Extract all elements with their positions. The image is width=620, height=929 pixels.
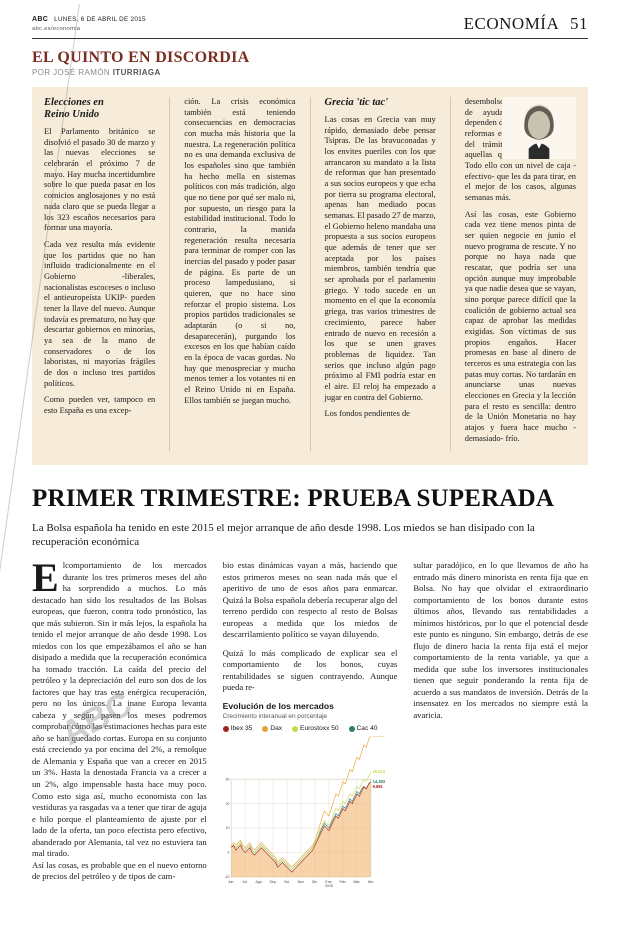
svg-text:Ene.: Ene. xyxy=(325,880,332,884)
newspaper-page: ABC LUNES, 6 DE ABRIL DE 2015 abc.es/eco… xyxy=(0,0,620,846)
svg-text:25.828: 25.828 xyxy=(372,736,385,737)
main-lede: La Bolsa española ha tenido en este 2015… xyxy=(32,521,588,551)
svg-text:20: 20 xyxy=(225,802,229,806)
chart-svg-wrap: -10 0 10 20 30 Jun. Jul. Ago. Sep. Oct. Nov. Dic. En… xyxy=(223,736,398,929)
svg-text:Jul.: Jul. xyxy=(242,880,247,884)
chart-legend: Ibex 35 Dax Eurostoxx 50 Cac 40 xyxy=(223,725,398,734)
svg-text:Dic.: Dic. xyxy=(312,880,318,884)
masthead-right: ECONOMÍA 51 xyxy=(464,14,588,34)
eurostoxx-dot-icon xyxy=(292,726,298,732)
svg-text:16.613: 16.613 xyxy=(372,769,385,774)
masthead-date: LUNES, 6 DE ABRIL DE 2015 xyxy=(54,16,146,23)
page-number: 51 xyxy=(570,14,588,33)
svg-text:Nov.: Nov. xyxy=(297,880,304,884)
svg-text:Oct.: Oct. xyxy=(284,880,290,884)
chart-title: Evolución de los mercados xyxy=(223,701,398,713)
svg-text:Jun.: Jun. xyxy=(228,880,235,884)
market-chart: Evolución de los mercados Crecimiento in… xyxy=(223,701,398,929)
box1-byline: POR JOSÉ RAMÓN ITURRIAGA xyxy=(32,68,588,77)
svg-text:30: 30 xyxy=(225,777,229,781)
ibex-dot-icon xyxy=(223,726,229,732)
chart-svg[interactable]: -10 0 10 20 30 Jun. Jul. Ago. Sep. Oct. Nov. Dic. En… xyxy=(223,736,398,926)
svg-text:14.383: 14.383 xyxy=(372,779,385,784)
masthead: ABC LUNES, 6 DE ABRIL DE 2015 abc.es/eco… xyxy=(32,0,588,39)
drop-cap: E xyxy=(32,560,63,594)
svg-text:10: 10 xyxy=(225,826,229,830)
svg-text:2015: 2015 xyxy=(325,884,333,888)
abc-logo: ABC xyxy=(32,16,48,23)
svg-text:Abr.: Abr. xyxy=(367,880,373,884)
svg-text:Sep.: Sep. xyxy=(269,880,276,884)
author-portrait-svg xyxy=(502,97,576,159)
box1-title: EL QUINTO EN DISCORDIA xyxy=(32,49,588,67)
svg-text:Feb.: Feb. xyxy=(339,880,346,884)
masthead-sub: abc.es/economia xyxy=(32,25,146,34)
legend-cac[interactable]: Cac 40 xyxy=(349,725,378,734)
svg-text:Ago.: Ago. xyxy=(255,880,262,884)
masthead-left: ABC LUNES, 6 DE ABRIL DE 2015 abc.es/eco… xyxy=(32,15,146,34)
svg-text:-10: -10 xyxy=(224,875,229,879)
svg-text:0: 0 xyxy=(227,850,229,854)
main-headline: PRIMER TRIMESTRE: PRUEBA SUPERADA xyxy=(32,485,588,513)
box1-col-2: ción. La crisis económica también está t… xyxy=(169,97,295,451)
chart-subtitle: Crecimiento interanual en porcentaje xyxy=(223,713,398,722)
box1-columns: Elecciones en Reino Unido El Parlamento … xyxy=(32,87,588,465)
section-title: ECONOMÍA xyxy=(464,14,560,33)
svg-text:Mar.: Mar. xyxy=(353,880,360,884)
legend-ibex[interactable]: Ibex 35 xyxy=(223,725,253,734)
main-article-col-2: bio estas dinámicas vayan a más, haciend… xyxy=(223,560,398,929)
box1-col-3: Grecia 'tic tac' Las cosas en Grecia van… xyxy=(310,97,436,451)
dax-dot-icon xyxy=(262,726,268,732)
main-article-col-3: sultar paradójico, en lo que llevamos de… xyxy=(413,560,588,929)
box1-col-1: Elecciones en Reino Unido El Parlamento … xyxy=(44,97,155,451)
legend-eurostoxx[interactable]: Eurostoxx 50 xyxy=(292,725,338,734)
svg-text:9.691: 9.691 xyxy=(372,784,383,789)
legend-dax[interactable]: Dax xyxy=(262,725,282,734)
author-portrait xyxy=(502,97,576,159)
cac-dot-icon xyxy=(349,726,355,732)
